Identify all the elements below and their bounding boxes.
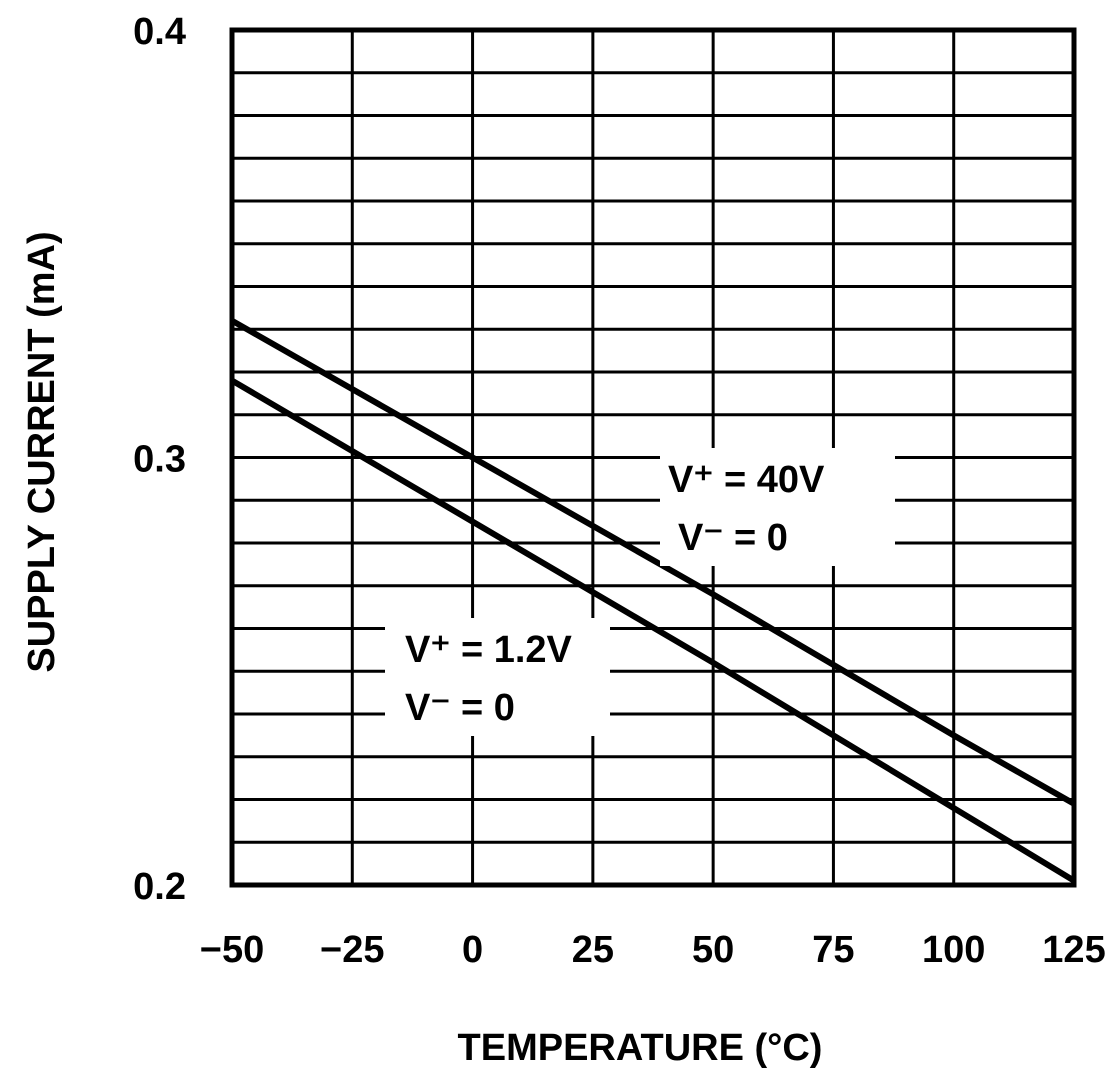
annotation-1v2-vplus: V⁺ = 1.2V: [405, 629, 573, 671]
series-line-0: [230, 318, 1076, 807]
annotation-40v-vplus: V⁺ = 40V: [668, 459, 825, 501]
x-axis-label: TEMPERATURE (°C): [458, 1027, 823, 1069]
y-tick-label: 0.4: [133, 11, 186, 53]
annotation-1v2-vminus: V⁻ = 0: [405, 687, 515, 729]
x-tick-label: 125: [1042, 929, 1105, 971]
x-tick-label: 0: [462, 929, 483, 971]
annotation-bg-1v2: [385, 618, 610, 736]
annotations: V⁺ = 40V V⁻ = 0 V⁺ = 1.2V V⁻ = 0: [385, 448, 895, 736]
series-line-1: [230, 377, 1076, 884]
series-lines: [230, 318, 1076, 884]
annotation-40v-vminus: V⁻ = 0: [678, 517, 788, 559]
plot-frame: [229, 27, 1077, 888]
y-tick-label: 0.2: [133, 866, 186, 908]
x-tick-label: 25: [572, 929, 614, 971]
y-axis-label: SUPPLY CURRENT (mA): [21, 231, 63, 672]
annotation-bg-40v: [660, 448, 895, 566]
x-tick-label: 100: [922, 929, 985, 971]
y-tick-label: 0.3: [133, 439, 186, 481]
x-tick-label: 50: [692, 929, 734, 971]
tick-labels: −50 −25 0 25 50 75 100 125 0.2 0.3 0.4: [133, 11, 1106, 971]
x-tick-label: −25: [320, 929, 384, 971]
x-tick-label: 75: [812, 929, 854, 971]
x-tick-label: −50: [200, 929, 264, 971]
